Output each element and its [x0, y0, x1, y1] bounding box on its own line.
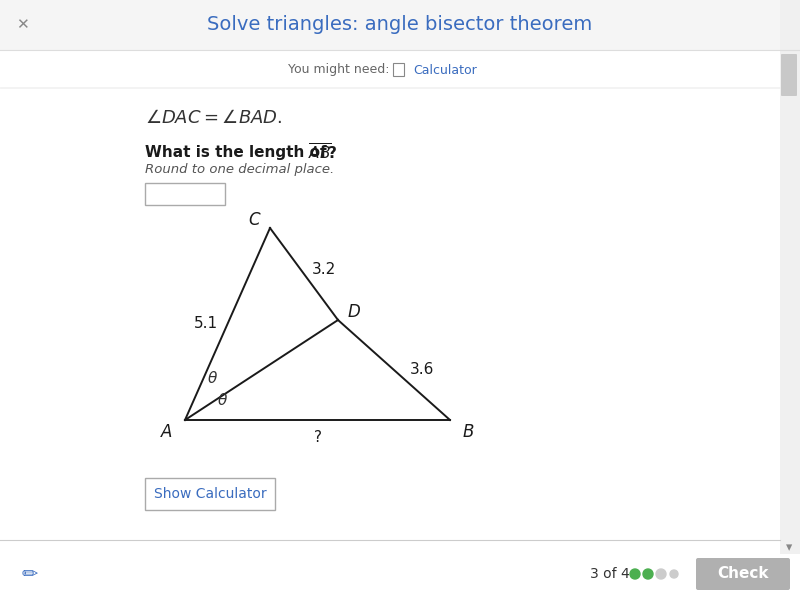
Text: You might need:: You might need: [289, 64, 390, 77]
Text: 5.1: 5.1 [194, 317, 218, 331]
FancyBboxPatch shape [781, 54, 797, 96]
Text: Show Calculator: Show Calculator [154, 487, 266, 501]
Text: Check: Check [718, 567, 769, 582]
Circle shape [656, 569, 666, 579]
Text: A: A [162, 423, 173, 441]
Text: ?: ? [328, 146, 337, 160]
Text: B: B [462, 423, 474, 441]
Bar [780, 0, 800, 554]
Text: C: C [248, 211, 260, 229]
Text: $\angle DAC = \angle BAD.$: $\angle DAC = \angle BAD.$ [145, 109, 282, 127]
Text: ?: ? [314, 431, 322, 446]
Text: $\overline{AB}$: $\overline{AB}$ [308, 143, 332, 163]
FancyBboxPatch shape [145, 183, 225, 205]
Text: ✏: ✏ [22, 564, 38, 583]
Bar [0, 0, 800, 50]
Text: $\theta$: $\theta$ [218, 392, 229, 408]
Text: $\theta$: $\theta$ [207, 370, 218, 386]
Text: Calculator: Calculator [413, 64, 477, 77]
Text: Round to one decimal place.: Round to one decimal place. [145, 163, 334, 176]
Text: 3 of 4: 3 of 4 [590, 567, 630, 581]
Text: Solve triangles: angle bisector theorem: Solve triangles: angle bisector theorem [207, 15, 593, 34]
Text: What is the length of: What is the length of [145, 146, 332, 160]
Text: ▾: ▾ [786, 542, 792, 555]
Circle shape [630, 569, 640, 579]
Text: D: D [348, 303, 360, 321]
FancyBboxPatch shape [145, 478, 275, 510]
Circle shape [670, 570, 678, 578]
Circle shape [643, 569, 653, 579]
Text: ✕: ✕ [16, 17, 28, 33]
Text: 3.6: 3.6 [410, 362, 434, 378]
FancyBboxPatch shape [696, 558, 790, 590]
Text: 3.2: 3.2 [312, 261, 336, 276]
